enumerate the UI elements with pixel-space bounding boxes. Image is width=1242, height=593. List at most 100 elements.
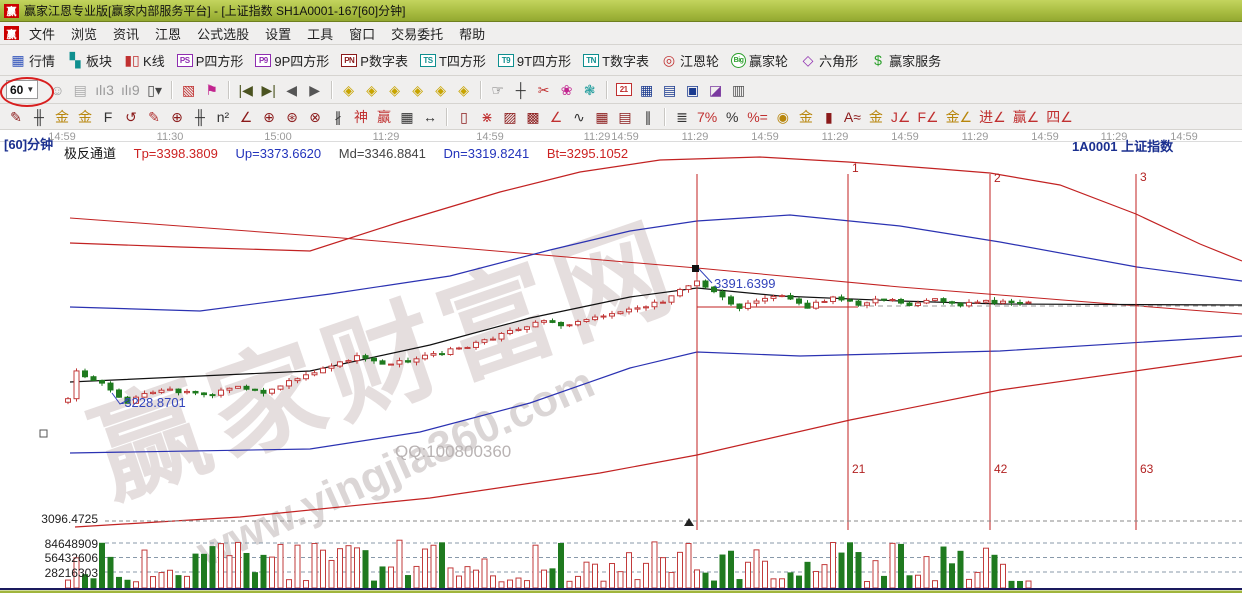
- chart-9bar-icon[interactable]: ılı9: [120, 81, 140, 98]
- percent-icon[interactable]: %: [726, 108, 739, 125]
- menu-help[interactable]: 帮助: [459, 26, 486, 42]
- tb-quotes[interactable]: ▦ 行情: [6, 50, 59, 71]
- menu-settings[interactable]: 设置: [265, 26, 292, 42]
- wave-check-icon[interactable]: ∿: [573, 108, 585, 125]
- target-rings-icon[interactable]: ⊛: [286, 108, 298, 125]
- hand-drag-icon[interactable]: ☞: [491, 81, 504, 98]
- crosshair-icon[interactable]: ┼: [515, 81, 526, 98]
- flag-tool-icon[interactable]: ⚑: [205, 81, 218, 98]
- candle-pen-icon[interactable]: ▮: [825, 108, 833, 125]
- box-cross-icon[interactable]: ▩: [526, 108, 540, 125]
- spider-web-icon[interactable]: ⊗: [309, 108, 321, 125]
- gold-bar2-icon[interactable]: 金: [868, 108, 883, 125]
- nav-next-icon[interactable]: ▶: [309, 81, 321, 98]
- menu-formula-stockpick[interactable]: 公式选股: [197, 26, 250, 42]
- box-rays-icon[interactable]: ▨: [503, 108, 517, 125]
- menu-browse[interactable]: 浏览: [71, 26, 98, 42]
- tb-p-square[interactable]: PS P四方形: [173, 50, 248, 71]
- gold-bar-icon[interactable]: 金: [798, 108, 813, 125]
- f-angle-icon[interactable]: F∠: [917, 108, 939, 125]
- note-list-icon[interactable]: ▤: [663, 81, 677, 98]
- scale-v-expand-icon[interactable]: ◈: [458, 81, 470, 98]
- scale-h-expand-icon[interactable]: ◈: [389, 81, 401, 98]
- draw-pen-icon[interactable]: ✎: [10, 108, 22, 125]
- gold-circle-icon[interactable]: ◉: [776, 108, 789, 125]
- interval-label: [60]分钟: [4, 137, 54, 152]
- frame-tool-icon[interactable]: ▯: [460, 108, 468, 125]
- grid-small-icon[interactable]: ▦: [595, 108, 609, 125]
- tb-gann-wheel[interactable]: ◎ 江恩轮: [657, 50, 723, 71]
- calendar-21-icon[interactable]: 21: [614, 81, 634, 98]
- shen-tool-icon[interactable]: 神: [354, 108, 368, 125]
- period-dropdown[interactable]: 60 ▼: [6, 80, 39, 99]
- tb-sectors[interactable]: ▚ 板块: [63, 50, 116, 71]
- menu-window[interactable]: 窗口: [349, 26, 376, 42]
- tb-kline[interactable]: ▮▯ K线: [120, 50, 169, 71]
- nav-last-icon[interactable]: ▶|: [261, 81, 276, 98]
- brain-tool-icon[interactable]: ❃: [583, 81, 596, 98]
- scale-right-icon[interactable]: ◈: [366, 81, 378, 98]
- a-wave-icon[interactable]: A≈: [843, 108, 861, 125]
- grid-dense-icon[interactable]: ▤: [618, 108, 632, 125]
- gold-ratio-icon[interactable]: 金: [55, 108, 69, 125]
- tb-9p-square[interactable]: P9 9P四方形: [251, 50, 333, 71]
- jin-angle-icon[interactable]: 进∠: [979, 108, 1006, 125]
- gold-angle-icon[interactable]: 金∠: [945, 108, 973, 125]
- ladder-lines-icon[interactable]: ≣: [676, 108, 688, 125]
- ying-angle-icon[interactable]: 赢∠: [1012, 108, 1040, 125]
- hatch-lines-icon[interactable]: ∥: [644, 108, 652, 125]
- tb-9t-square[interactable]: T9 9T四方形: [494, 50, 575, 71]
- save-disk-icon[interactable]: ▣: [686, 81, 700, 98]
- menu-news[interactable]: 资讯: [113, 26, 140, 42]
- flower-tool-icon[interactable]: ❀: [560, 81, 573, 98]
- percent-bar-icon[interactable]: %=: [747, 108, 768, 125]
- menu-trade[interactable]: 交易委托: [391, 26, 444, 42]
- chevron-down-icon: ▼: [26, 85, 35, 94]
- nav-first-icon[interactable]: |◀: [238, 81, 253, 98]
- chart-area[interactable]: 14:59 11:30 15:00 11:29 14:59 11:29 14:59 11:29…: [0, 130, 1242, 593]
- menu-gann[interactable]: 江恩: [155, 26, 182, 42]
- zoom-face-icon[interactable]: ☺: [50, 81, 65, 98]
- scale-v-compress-icon[interactable]: ◈: [435, 81, 447, 98]
- j-angle-icon[interactable]: J∠: [890, 108, 911, 125]
- k-divider-icon[interactable]: ∦: [334, 108, 342, 125]
- circle-cross-icon[interactable]: ⊕: [263, 108, 275, 125]
- tb-gann-wheel-icon: ◎: [662, 52, 676, 68]
- brush-icon[interactable]: ✎: [148, 108, 160, 125]
- tb-t-square[interactable]: TS T四方形: [416, 50, 490, 71]
- tb-hexagon[interactable]: ◇ 六角形: [796, 50, 862, 71]
- nav-prev-icon[interactable]: ◀: [286, 81, 298, 98]
- menu-tools[interactable]: 工具: [307, 26, 334, 42]
- cut-tool-icon[interactable]: ✂: [537, 81, 550, 98]
- doc-info-icon[interactable]: ▤: [73, 81, 87, 98]
- tb-winner-wheel[interactable]: Big 赢家轮: [727, 50, 792, 71]
- percent7-icon[interactable]: 7%: [697, 108, 718, 125]
- menu-file[interactable]: 文件: [29, 26, 56, 42]
- device-sync-icon[interactable]: ▥: [732, 81, 746, 98]
- chart-3bar-icon[interactable]: ılı3: [95, 81, 114, 98]
- ying-tool-icon[interactable]: 赢: [377, 108, 391, 125]
- save-export-icon[interactable]: ◪: [709, 81, 723, 98]
- gold-section-icon[interactable]: 金: [78, 108, 92, 125]
- si-angle-icon[interactable]: 四∠: [1046, 108, 1073, 125]
- tb-p-table[interactable]: PN P数字表: [337, 50, 412, 71]
- ratio-lines-icon[interactable]: ╫: [195, 108, 205, 125]
- grid-123-icon[interactable]: ▦: [400, 108, 414, 125]
- scale-h-compress-icon[interactable]: ◈: [412, 81, 424, 98]
- pattern-tool-icon[interactable]: ▧: [182, 81, 196, 98]
- tb-t-table[interactable]: TN T数字表: [579, 50, 653, 71]
- angle-tool-icon[interactable]: ∠: [239, 108, 253, 125]
- candle-style-dropdown-icon[interactable]: ▯▾: [147, 81, 163, 98]
- scale-left-icon[interactable]: ◈: [343, 81, 355, 98]
- gann-grid-icon[interactable]: ╫: [34, 108, 44, 125]
- fibonacci-icon[interactable]: F: [103, 108, 113, 125]
- tb-gann-wheel-label: 江恩轮: [680, 53, 720, 69]
- measure-arrows-icon[interactable]: ↔: [423, 108, 437, 125]
- ray-fan-icon[interactable]: ⋇: [481, 108, 493, 125]
- calculator-icon[interactable]: ▦: [640, 81, 654, 98]
- square-n2-icon[interactable]: n²: [216, 108, 230, 125]
- angle-fan-icon[interactable]: ∠: [549, 108, 563, 125]
- tb-service[interactable]: $ 赢家服务: [866, 50, 945, 71]
- gann-circle-icon[interactable]: ⊕: [171, 108, 183, 125]
- spiral-icon[interactable]: ↺: [125, 108, 137, 125]
